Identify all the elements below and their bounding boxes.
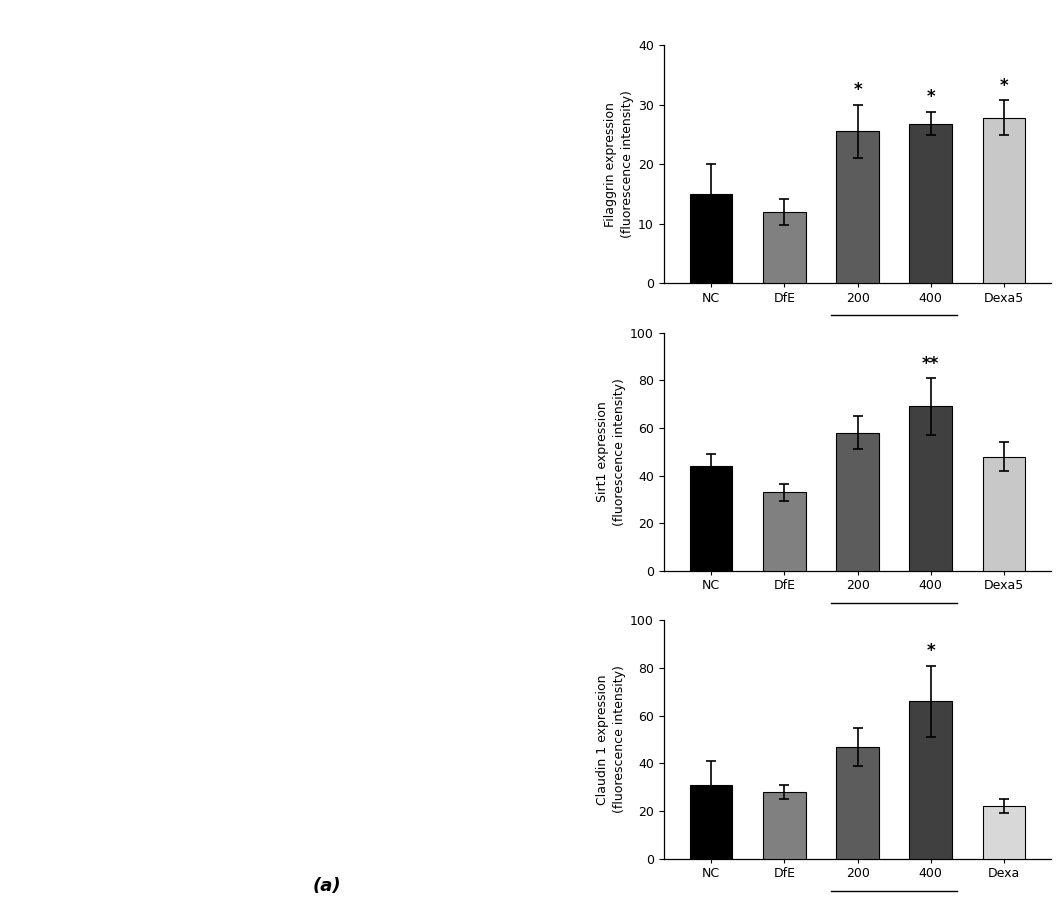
Bar xyxy=(764,493,806,571)
Bar xyxy=(909,701,952,859)
Bar xyxy=(982,118,1025,283)
Y-axis label: Filaggrin expression
(fluorescence intensity): Filaggrin expression (fluorescence inten… xyxy=(604,90,634,238)
Bar xyxy=(982,457,1025,571)
Text: *: * xyxy=(926,642,935,661)
Bar xyxy=(837,746,878,859)
Text: NHGR (mg/kg): NHGR (mg/kg) xyxy=(849,630,940,644)
Text: *: * xyxy=(853,81,862,99)
Bar xyxy=(837,432,878,571)
Text: *: * xyxy=(999,76,1008,94)
Bar xyxy=(909,406,952,571)
Text: (b): (b) xyxy=(843,374,872,392)
Y-axis label: Claudin 1 expression
(fluorescence intensity): Claudin 1 expression (fluorescence inten… xyxy=(596,665,626,814)
Bar xyxy=(690,466,733,571)
Bar xyxy=(690,785,733,859)
Bar xyxy=(764,211,806,283)
Bar xyxy=(982,806,1025,859)
Text: *: * xyxy=(926,88,935,106)
Bar xyxy=(764,792,806,859)
Bar xyxy=(909,123,952,283)
Text: NHGR (mg/kg): NHGR (mg/kg) xyxy=(849,343,940,356)
Text: (c): (c) xyxy=(844,662,871,680)
Y-axis label: Sirt1 expression
(fluorescence intensity): Sirt1 expression (fluorescence intensity… xyxy=(596,378,626,526)
Text: **: ** xyxy=(922,354,939,373)
Bar xyxy=(837,131,878,283)
Text: (a): (a) xyxy=(312,877,341,895)
Bar xyxy=(690,194,733,283)
